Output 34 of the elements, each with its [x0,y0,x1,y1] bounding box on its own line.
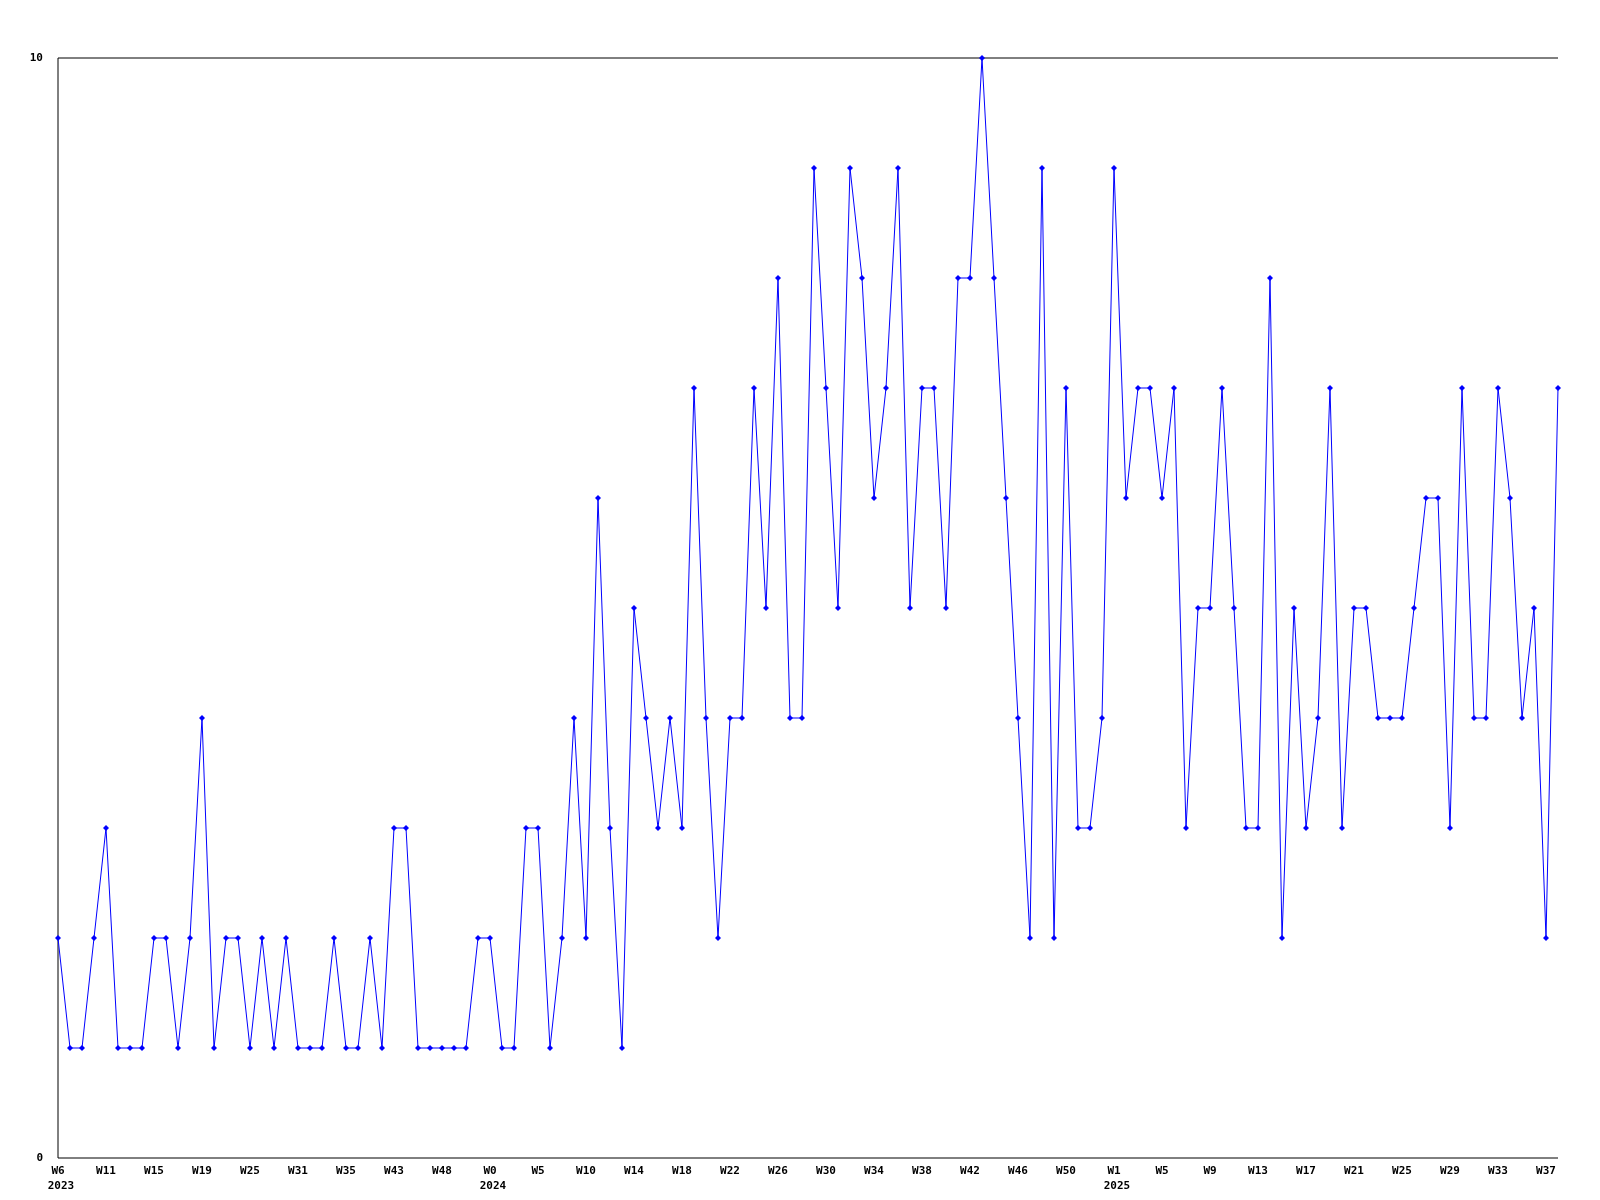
x-tick-label: W14 [624,1164,645,1177]
x-tick-label: W19 [192,1164,212,1177]
y-tick-label: 0 [36,1151,43,1164]
x-tick-label: W15 [144,1164,164,1177]
x-tick-label: W17 [1296,1164,1316,1177]
x-tick-label: W5 [531,1164,545,1177]
x-tick-label: W34 [864,1164,885,1177]
x-tick-label: W29 [1440,1164,1460,1177]
x-tick-label: W43 [384,1164,404,1177]
x-tick-label: W42 [960,1164,980,1177]
x-tick-label: W6 2023 [47,1164,75,1192]
x-tick-label: W25 [240,1164,260,1177]
x-tick-label: W37 [1536,1164,1556,1177]
x-tick-label: W31 [288,1164,309,1177]
x-tick-label: W48 [432,1164,452,1177]
x-tick-label: W5 [1155,1164,1169,1177]
x-tick-label: W13 [1248,1164,1268,1177]
x-tick-label: W46 [1008,1164,1029,1177]
x-tick-label: W50 [1056,1164,1076,1177]
x-tick-label: W0 2024 [479,1164,507,1192]
x-tick-label: W21 [1344,1164,1365,1177]
x-tick-label: W1 2025 [1103,1164,1131,1192]
x-tick-label: W18 [672,1164,692,1177]
x-tick-label: W10 [576,1164,596,1177]
x-tick-label: W22 [720,1164,740,1177]
x-tick-label: W30 [816,1164,836,1177]
x-tick-label: W11 [96,1164,117,1177]
x-tick-label: W26 [768,1164,789,1177]
x-tick-label: W9 [1203,1164,1217,1177]
x-tick-label: W38 [912,1164,932,1177]
x-tick-label: W25 [1392,1164,1412,1177]
x-tick-label: W35 [336,1164,356,1177]
y-tick-label: 10 [29,51,43,64]
x-tick-label: W33 [1488,1164,1508,1177]
